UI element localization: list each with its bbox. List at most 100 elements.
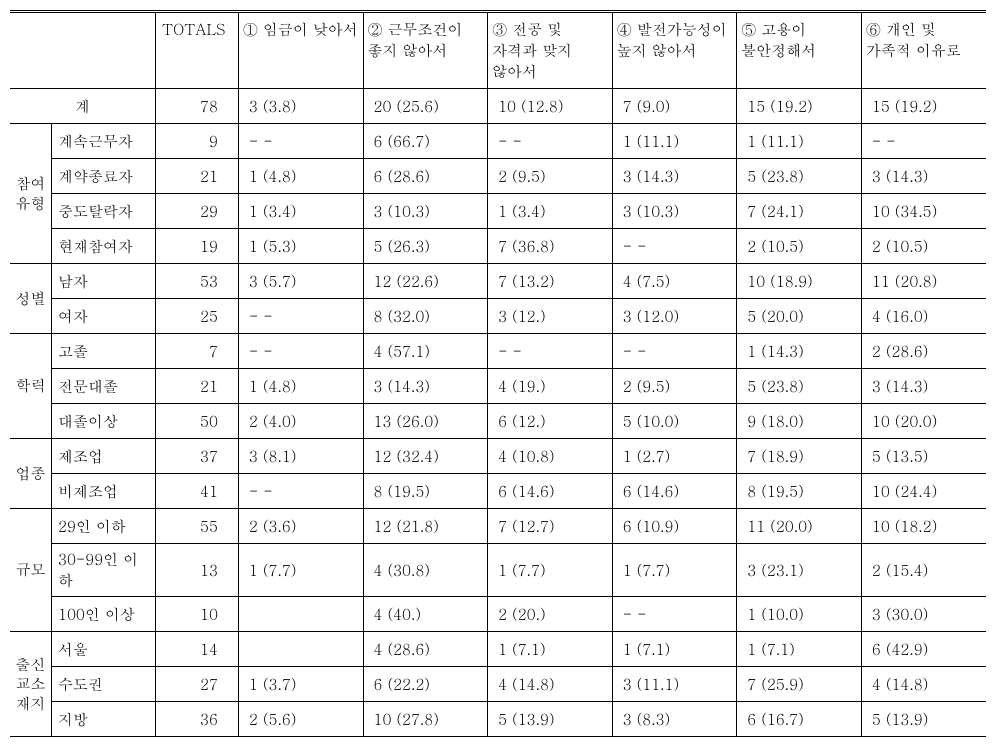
cell-c5: 3 (23.1): [737, 544, 862, 597]
subcategory-cell: 현재참여자: [52, 229, 156, 264]
total-c3: 10 (12.8): [488, 89, 613, 124]
cell-c6: - -: [861, 124, 986, 159]
cell-c5: 5 (23.8): [737, 369, 862, 404]
subcategory-cell: 지방: [52, 702, 156, 737]
category-cell: 출신교소재지: [10, 632, 52, 737]
subcategory-cell: 중도탈락자: [52, 194, 156, 229]
table-row: 규모29인 이하552 (3.6)12 (21.8)7 (12.7)6 (10.…: [10, 509, 986, 544]
table-row: 대졸이상502 (4.0)13 (26.0)6 (12.)5 (10.0)9 (…: [10, 404, 986, 439]
cell-c1: 2 (4.0): [238, 404, 363, 439]
cell-c6: 3 (30.0): [861, 597, 986, 632]
total-c5: 15 (19.2): [737, 89, 862, 124]
cell-tot: 27: [155, 667, 238, 702]
cell-c3: 6 (12.): [488, 404, 613, 439]
cell-c6: 4 (16.0): [861, 299, 986, 334]
cell-c5: 5 (23.8): [737, 159, 862, 194]
subcategory-cell: 30-99인 이하: [52, 544, 156, 597]
cell-c4: - -: [612, 229, 737, 264]
cell-c4: 3 (14.3): [612, 159, 737, 194]
total-c6: 15 (19.2): [861, 89, 986, 124]
cell-c1: [238, 597, 363, 632]
cell-c4: 1 (7.1): [612, 632, 737, 667]
cell-tot: 21: [155, 369, 238, 404]
cell-c2: 3 (10.3): [363, 194, 488, 229]
cell-c1: 3 (8.1): [238, 439, 363, 474]
cell-c2: 12 (21.8): [363, 509, 488, 544]
cell-tot: 36: [155, 702, 238, 737]
cell-c3: 1 (3.4): [488, 194, 613, 229]
cell-c1: [238, 632, 363, 667]
cell-c6: 6 (42.9): [861, 632, 986, 667]
cell-tot: 37: [155, 439, 238, 474]
cell-c1: - -: [238, 299, 363, 334]
cell-c2: 12 (32.4): [363, 439, 488, 474]
cell-tot: 13: [155, 544, 238, 597]
cell-c3: 3 (12.): [488, 299, 613, 334]
header-c4: ④ 발전가능성이 높지 않아서: [612, 12, 737, 89]
cell-c3: 5 (13.9): [488, 702, 613, 737]
subcategory-cell: 수도권: [52, 667, 156, 702]
cell-c3: 2 (20.): [488, 597, 613, 632]
cell-c3: 1 (7.1): [488, 632, 613, 667]
subcategory-cell: 100인 이상: [52, 597, 156, 632]
cell-c4: - -: [612, 334, 737, 369]
cell-c5: 2 (10.5): [737, 229, 862, 264]
category-cell: 성별: [10, 264, 52, 334]
cell-c1: 3 (5.7): [238, 264, 363, 299]
header-c1: ① 임금이 낮아서: [238, 12, 363, 89]
cell-c6: 4 (14.8): [861, 667, 986, 702]
cell-c6: 10 (24.4): [861, 474, 986, 509]
cell-c6: 5 (13.5): [861, 439, 986, 474]
subcategory-cell: 계약종료자: [52, 159, 156, 194]
subcategory-cell: 비제조업: [52, 474, 156, 509]
cell-c1: 2 (3.6): [238, 509, 363, 544]
cell-tot: 7: [155, 334, 238, 369]
cell-c3: - -: [488, 124, 613, 159]
cell-c3: 2 (9.5): [488, 159, 613, 194]
cell-c4: 1 (2.7): [612, 439, 737, 474]
cell-c2: 4 (30.8): [363, 544, 488, 597]
table-row: 출신교소재지서울144 (28.6)1 (7.1)1 (7.1)1 (7.1)6…: [10, 632, 986, 667]
subcategory-cell: 계속근무자: [52, 124, 156, 159]
subcategory-cell: 제조업: [52, 439, 156, 474]
subcategory-cell: 대졸이상: [52, 404, 156, 439]
cell-c5: 7 (25.9): [737, 667, 862, 702]
cell-c4: 5 (10.0): [612, 404, 737, 439]
cell-c1: 1 (3.4): [238, 194, 363, 229]
cell-c1: 1 (4.8): [238, 159, 363, 194]
cell-c6: 10 (20.0): [861, 404, 986, 439]
cell-c3: 4 (10.8): [488, 439, 613, 474]
cell-tot: 55: [155, 509, 238, 544]
cell-c3: - -: [488, 334, 613, 369]
table-row: 성별남자533 (5.7)12 (22.6)7 (13.2)4 (7.5)10 …: [10, 264, 986, 299]
cell-c1: - -: [238, 474, 363, 509]
cell-c2: 10 (27.8): [363, 702, 488, 737]
cell-c2: 4 (28.6): [363, 632, 488, 667]
subcategory-cell: 전문대졸: [52, 369, 156, 404]
cell-c3: 1 (7.7): [488, 544, 613, 597]
table-row: 지방362 (5.6)10 (27.8)5 (13.9)3 (8.3)6 (16…: [10, 702, 986, 737]
cell-c3: 4 (19.): [488, 369, 613, 404]
cell-c2: 6 (22.2): [363, 667, 488, 702]
category-cell: 학력: [10, 334, 52, 439]
cell-c6: 2 (28.6): [861, 334, 986, 369]
cell-c6: 3 (14.3): [861, 159, 986, 194]
cell-c3: 4 (14.8): [488, 667, 613, 702]
cell-c4: 3 (11.1): [612, 667, 737, 702]
cell-c2: 4 (40.): [363, 597, 488, 632]
cell-c4: 3 (12.0): [612, 299, 737, 334]
cell-c5: 6 (16.7): [737, 702, 862, 737]
table-row: 현재참여자191 (5.3)5 (26.3)7 (36.8)- -2 (10.5…: [10, 229, 986, 264]
cell-c6: 2 (15.4): [861, 544, 986, 597]
cell-c6: 3 (14.3): [861, 369, 986, 404]
cell-c5: 1 (11.1): [737, 124, 862, 159]
cell-c6: 11 (20.8): [861, 264, 986, 299]
cell-c5: 1 (7.1): [737, 632, 862, 667]
cell-c5: 5 (20.0): [737, 299, 862, 334]
total-c4: 7 (9.0): [612, 89, 737, 124]
total-row: 계783 (3.8)20 (25.6)10 (12.8)7 (9.0)15 (1…: [10, 89, 986, 124]
cell-c4: 6 (10.9): [612, 509, 737, 544]
cell-tot: 10: [155, 597, 238, 632]
cell-tot: 29: [155, 194, 238, 229]
cell-c2: 6 (66.7): [363, 124, 488, 159]
